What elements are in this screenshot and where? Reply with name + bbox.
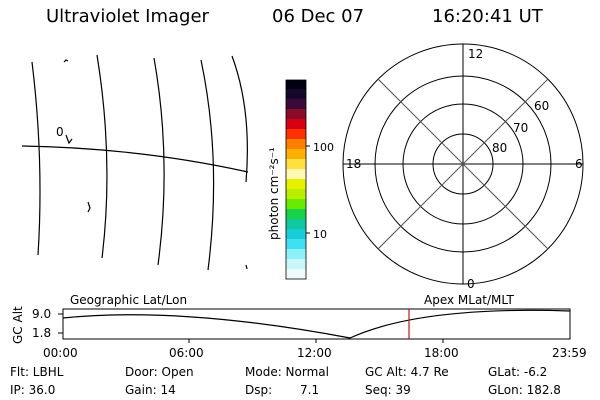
colorbar-tick-100: 100: [313, 141, 334, 154]
mlat-label-80: 80: [492, 141, 507, 155]
info-seq: Seq: 39: [365, 383, 411, 397]
info-gc-alt: GC Alt: 4.7 Re: [365, 365, 449, 379]
timeline-xtick: 23:59: [552, 346, 587, 360]
info-dsp-label: Dsp:: [245, 383, 273, 397]
mlt-label-0: 0: [467, 277, 475, 291]
info-dsp-value: 7.1: [300, 383, 320, 397]
image-date: 06 Dec 07: [272, 6, 365, 27]
timeline-xtick: 00:00: [43, 346, 78, 360]
coastline-fragment: [63, 59, 69, 63]
meridian-line: [96, 54, 108, 259]
timeline-panel: [58, 308, 571, 343]
timeline-xtick: 12:00: [297, 346, 332, 360]
colorbar-tick-10: 10: [313, 228, 327, 241]
meridian-line: [200, 59, 215, 271]
mlat-label-60: 60: [534, 99, 549, 113]
info-mode: Mode: Normal: [245, 365, 329, 379]
colorbar-unit-label: photon cm⁻²s⁻¹: [267, 147, 281, 240]
geographic-map: [21, 54, 249, 271]
info-glat: GLat: -6.2: [488, 365, 548, 379]
mlt-label-18: 18: [346, 157, 361, 171]
meridian-line: [231, 55, 248, 183]
image-time: 16:20:41 UT: [432, 6, 543, 27]
info-ip: IP: 36.0: [10, 383, 56, 397]
mlt-label-6: 6: [575, 157, 583, 171]
latitude-label: 0: [56, 125, 64, 139]
info-flt: Flt: LBHL: [10, 365, 64, 379]
mlat-label-70: 70: [513, 121, 528, 135]
colorbar: [285, 79, 310, 280]
timeline-left-label: Geographic Lat/Lon: [70, 293, 187, 307]
timeline-right-label: Apex MLat/MLT: [424, 293, 514, 307]
meridian-line: [153, 57, 165, 266]
altitude-curve: [62, 309, 571, 339]
timeline-ytick-bottom: 1.8: [32, 326, 51, 340]
coastline-fragment: [87, 201, 91, 213]
coastline-fragment: [65, 134, 73, 145]
polar-plot: [342, 43, 584, 285]
info-door: Door: Open: [125, 365, 194, 379]
app-title: Ultraviolet Imager: [46, 6, 209, 27]
timeline-xtick: 18:00: [424, 346, 459, 360]
info-glon: GLon: 182.8: [488, 383, 561, 397]
info-gain: Gain: 14: [125, 383, 176, 397]
mlt-label-12: 12: [468, 47, 483, 61]
latitude-line: [21, 145, 249, 173]
timeline-ytick-top: 9.0: [32, 307, 51, 321]
coastline-fragment: [245, 264, 248, 270]
timeline-y-label: GC Alt: [11, 306, 25, 344]
meridian-line: [31, 61, 41, 256]
timeline-xtick: 06:00: [169, 346, 204, 360]
